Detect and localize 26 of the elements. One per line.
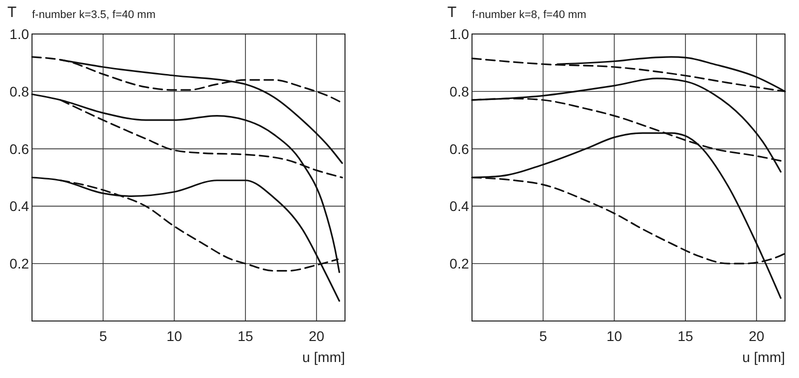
- y-tick-label: 0.4: [10, 198, 30, 214]
- x-tick-label: 15: [238, 328, 254, 344]
- y-tick-label: 0.2: [450, 256, 470, 272]
- x-tick-label: 10: [166, 328, 182, 344]
- y-tick-label: 0.8: [450, 83, 470, 100]
- y-tick-label: 0.6: [450, 140, 470, 157]
- x-axis-title: u [mm]: [302, 349, 345, 365]
- y-axis-title: T: [7, 4, 17, 21]
- chart-title: f-number k=8, f=40 mm: [472, 9, 586, 21]
- x-axis-title: u [mm]: [742, 349, 785, 365]
- y-tick-label: 1.0: [10, 26, 30, 42]
- x-tick-label: 5: [539, 328, 548, 344]
- y-tick-label: 0.6: [10, 140, 30, 157]
- x-tick-label: 20: [748, 328, 765, 344]
- line-series: [31, 93, 340, 274]
- x-tick-label: 5: [99, 328, 108, 344]
- y-tick-label: 0.8: [10, 83, 30, 100]
- chart-title: f-number k=3.5, f=40 mm: [32, 9, 156, 21]
- x-tick-label: 20: [308, 328, 325, 344]
- y-tick-label: 0.2: [10, 256, 30, 272]
- x-tick-label: 15: [678, 328, 694, 344]
- x-tick-label: 10: [606, 328, 622, 344]
- line-series: [31, 176, 340, 302]
- y-axis-title: T: [447, 4, 457, 21]
- y-tick-label: 0.4: [450, 198, 470, 214]
- y-tick-label: 1.0: [450, 26, 470, 42]
